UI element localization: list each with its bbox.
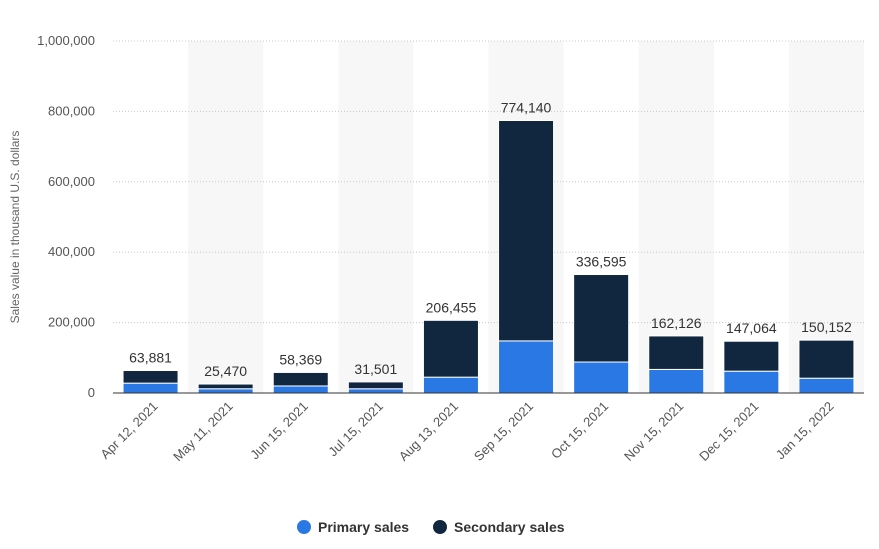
bar-primary-sales[interactable] <box>422 376 479 394</box>
background-band <box>638 41 714 393</box>
bar-primary-sales[interactable] <box>498 340 555 394</box>
x-axis-ticks: Apr 12, 2021 May 11, 2021 Jun 15, 2021 Jul … <box>97 399 836 465</box>
legend-label: Primary sales <box>318 519 409 535</box>
y-axis-ticks: 0 200,000 400,000 600,000 800,000 1,000,000 <box>37 33 95 400</box>
bar-secondary-sales[interactable] <box>573 274 630 363</box>
background-band <box>188 41 264 393</box>
background-band <box>788 41 864 393</box>
total-label: 147,064 <box>726 320 777 336</box>
x-tick-label: Dec 15, 2021 <box>696 399 761 464</box>
y-tick-label: 0 <box>88 385 95 400</box>
bar-secondary-sales[interactable] <box>347 381 404 390</box>
total-label: 31,501 <box>354 361 397 377</box>
x-tick-label: Oct 15, 2021 <box>548 399 611 462</box>
bar-primary-sales[interactable] <box>723 370 780 394</box>
y-axis-title: Sales value in thousand U.S. dollars <box>8 131 22 324</box>
bar-primary-sales[interactable] <box>197 388 254 394</box>
bar-secondary-sales[interactable] <box>798 339 855 379</box>
total-label: 206,455 <box>426 299 477 315</box>
x-tick-label: Jul 15, 2021 <box>325 399 386 460</box>
bar-secondary-sales[interactable] <box>648 335 705 370</box>
alternating-bands <box>188 41 864 393</box>
legend-marker <box>297 520 311 534</box>
total-label: 58,369 <box>279 351 322 367</box>
y-tick-label: 600,000 <box>48 174 95 189</box>
bar-secondary-sales[interactable] <box>197 383 254 390</box>
bar-secondary-sales[interactable] <box>272 371 329 387</box>
x-tick-label: Jan 15, 2022 <box>773 399 837 463</box>
bar-primary-sales[interactable] <box>272 385 329 394</box>
legend-item-primary-sales[interactable]: Primary sales <box>297 519 409 535</box>
legend: Primary sales Secondary sales <box>297 519 565 535</box>
y-tick-label: 1,000,000 <box>37 33 95 48</box>
total-label: 150,152 <box>801 319 852 335</box>
background-band <box>338 41 414 393</box>
x-tick-label: Sep 15, 2021 <box>471 399 536 464</box>
total-label: 774,140 <box>501 100 552 116</box>
bar-primary-sales[interactable] <box>648 368 705 394</box>
bar-primary-sales[interactable] <box>122 382 179 394</box>
legend-label: Secondary sales <box>454 519 565 535</box>
data-labels: 63,881 25,470 58,369 31,501 206,455 774,140 33… <box>129 100 852 380</box>
x-tick-label: Aug 13, 2021 <box>396 399 461 464</box>
bar-secondary-sales[interactable] <box>122 370 179 384</box>
legend-item-secondary-sales[interactable]: Secondary sales <box>433 519 565 535</box>
bar-primary-sales[interactable] <box>573 361 630 394</box>
legend-marker <box>433 520 447 534</box>
x-tick-label: Apr 12, 2021 <box>97 399 160 462</box>
y-tick-label: 800,000 <box>48 103 95 118</box>
x-tick-label: Nov 15, 2021 <box>621 399 686 464</box>
total-label: 162,126 <box>651 315 702 331</box>
x-tick-label: Jun 15, 2021 <box>247 399 311 463</box>
total-label: 336,595 <box>576 254 627 270</box>
total-label: 63,881 <box>129 350 172 366</box>
grid-lines <box>113 40 864 324</box>
y-tick-label: 200,000 <box>48 315 95 330</box>
bar-secondary-sales[interactable] <box>498 120 555 342</box>
bar-secondary-sales[interactable] <box>422 319 479 378</box>
bar-primary-sales[interactable] <box>798 377 855 394</box>
bar-primary-sales[interactable] <box>347 388 404 394</box>
bar-secondary-sales[interactable] <box>723 340 780 372</box>
y-tick-label: 400,000 <box>48 244 95 259</box>
x-tick-label: May 11, 2021 <box>170 399 236 465</box>
total-label: 25,470 <box>204 363 247 379</box>
